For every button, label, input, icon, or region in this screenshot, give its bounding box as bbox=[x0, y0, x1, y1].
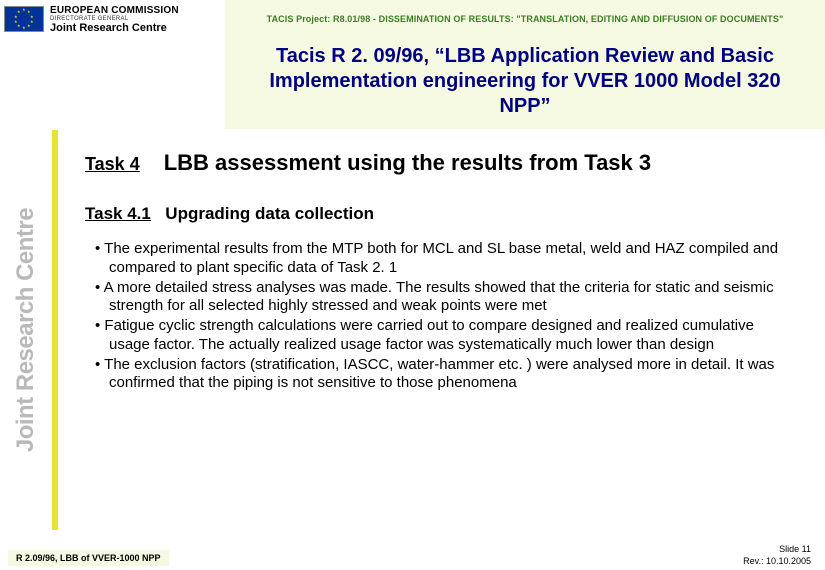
org-line3: Joint Research Centre bbox=[50, 22, 179, 34]
list-item: A more detailed stress analyses was made… bbox=[95, 279, 797, 317]
subtask-row: Task 4.1 Upgrading data collection bbox=[85, 204, 797, 224]
project-banner: TACIS Project: R8.01/98 - DISSEMINATION … bbox=[225, 0, 825, 38]
subtask-title: Upgrading data collection bbox=[165, 204, 374, 223]
bullet-list: The experimental results from the MTP bo… bbox=[85, 240, 797, 393]
org-logo-text: EUROPEAN COMMISSION DIRECTORATE GENERAL … bbox=[50, 5, 179, 34]
slide-number: Slide 11 bbox=[743, 544, 811, 554]
list-item: Fatigue cyclic strength calculations wer… bbox=[95, 317, 797, 355]
slide-title: Tacis R 2. 09/96, “LBB Application Revie… bbox=[225, 38, 825, 129]
revision-date: Rev.: 10.10.2005 bbox=[743, 556, 811, 566]
task-label: Task 4 bbox=[85, 154, 140, 175]
footer-left: R 2.09/96, LBB of VVER-1000 NPP bbox=[8, 550, 169, 566]
header: ★ ★ ★ ★ ★ ★ ★ ★ ★ ★ EUROPEAN COMMISSION … bbox=[0, 0, 825, 38]
org-line1: EUROPEAN COMMISSION bbox=[50, 5, 179, 16]
subtask-label: Task 4.1 bbox=[85, 204, 151, 223]
footer-right: Slide 11 Rev.: 10.10.2005 bbox=[743, 542, 811, 566]
list-item: The exclusion factors (stratification, I… bbox=[95, 356, 797, 394]
sidebar-label: Joint Research Centre bbox=[12, 208, 40, 452]
task-title: LBB assessment using the results from Ta… bbox=[164, 150, 651, 176]
accent-bar bbox=[52, 130, 58, 530]
content: Task 4 LBB assessment using the results … bbox=[85, 150, 797, 515]
org-logo-block: ★ ★ ★ ★ ★ ★ ★ ★ ★ ★ EUROPEAN COMMISSION … bbox=[0, 0, 225, 38]
list-item: The experimental results from the MTP bo… bbox=[95, 240, 797, 278]
eu-flag-icon: ★ ★ ★ ★ ★ ★ ★ ★ ★ ★ bbox=[4, 6, 44, 32]
task-row: Task 4 LBB assessment using the results … bbox=[85, 150, 797, 176]
sidebar: Joint Research Centre bbox=[0, 130, 52, 530]
footer: R 2.09/96, LBB of VVER-1000 NPP Slide 11… bbox=[0, 534, 825, 570]
